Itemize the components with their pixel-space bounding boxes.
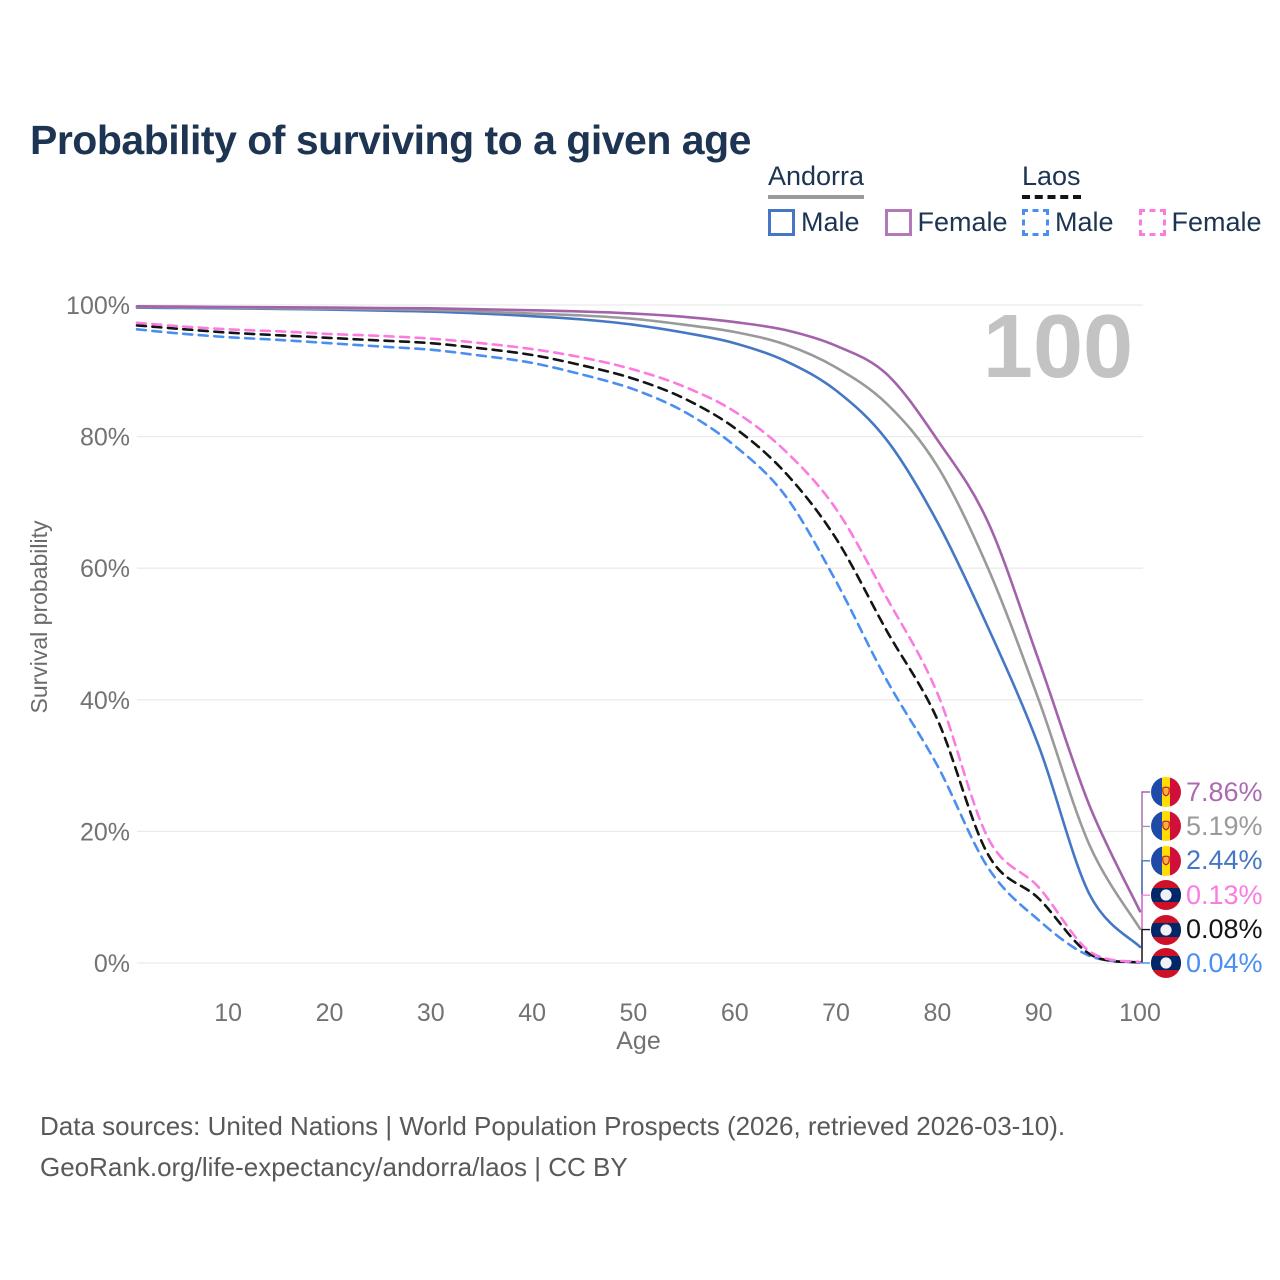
laos-flag-icon — [1151, 914, 1181, 945]
andorra-flag-icon — [1151, 811, 1181, 842]
x-tick-label-90: 90 — [1025, 999, 1053, 1027]
curve-andorra-female[interactable] — [135, 305, 1142, 913]
laos-flag-icon — [1151, 948, 1181, 978]
legend-item-label: Male — [801, 207, 860, 237]
legend-swatch-laos-female — [1138, 209, 1166, 236]
curve-laos-male[interactable] — [135, 328, 1142, 964]
x-tick-label-60: 60 — [721, 999, 749, 1027]
end-label-value-laos-both: 0.08% — [1186, 914, 1263, 945]
x-tick-label-100: 100 — [1119, 999, 1161, 1027]
x-tick-label-10: 10 — [214, 999, 242, 1027]
footer: Data sources: United Nations | World Pop… — [40, 1106, 1065, 1188]
y-tick-label-100: 100% — [66, 292, 130, 320]
page-title: Probability of surviving to a given age — [30, 117, 751, 164]
legend-item-label: Male — [1055, 207, 1114, 237]
y-tick-label-20: 20% — [80, 818, 130, 846]
x-tick-label-30: 30 — [417, 999, 445, 1027]
legend-item-laos-male[interactable]: Male — [1022, 207, 1114, 238]
y-axis-title: Survival probability — [26, 520, 52, 714]
legend-group-andorra: Andorra Male Female — [768, 161, 1008, 238]
end-label-value-andorra-both: 5.19% — [1186, 810, 1263, 841]
end-label-laos-male: 0.04% — [1151, 946, 1263, 980]
legend-group-title-andorra: Andorra — [768, 161, 865, 199]
end-label-andorra-male: 2.44% — [1151, 844, 1263, 878]
end-label-value-andorra-male: 2.44% — [1186, 845, 1263, 876]
x-tick-label-40: 40 — [518, 999, 546, 1027]
legend-item-andorra-female[interactable]: Female — [884, 207, 1008, 238]
y-tick-label-60: 60% — [80, 555, 130, 583]
end-label-value-laos-male: 0.04% — [1186, 947, 1263, 978]
legend-swatch-andorra-female — [884, 209, 912, 236]
x-axis-title: Age — [616, 1027, 660, 1055]
x-tick-label-20: 20 — [316, 999, 344, 1027]
y-tick-label-80: 80% — [80, 424, 130, 452]
hovered-age-watermark: 100 — [983, 297, 1133, 397]
footer-data-sources: Data sources: United Nations | World Pop… — [40, 1111, 1066, 1141]
x-tick-label-50: 50 — [620, 999, 648, 1027]
end-label-value-laos-female: 0.13% — [1186, 879, 1263, 910]
y-tick-label-40: 40% — [80, 687, 130, 715]
legend-item-label: Female — [917, 207, 1008, 237]
end-label-laos-female: 0.13% — [1151, 878, 1263, 912]
legend-group-title-laos: Laos — [1022, 161, 1081, 199]
end-label-connector-laos-both — [1140, 928, 1150, 964]
end-label-andorra-female: 7.86% — [1151, 775, 1263, 809]
legend-item-laos-female[interactable]: Female — [1138, 207, 1262, 238]
legend-item-label: Female — [1171, 207, 1262, 237]
footer-attribution: GeoRank.org/life-expectancy/andorra/laos… — [40, 1152, 628, 1182]
legend-group-laos: Laos Male Female — [1022, 161, 1262, 238]
end-label-andorra-both: 5.19% — [1151, 809, 1263, 843]
end-label-laos-both: 0.08% — [1151, 913, 1263, 947]
legend-swatch-andorra-male — [768, 209, 795, 236]
x-tick-label-80: 80 — [923, 999, 951, 1027]
laos-flag-icon — [1151, 880, 1181, 911]
end-label-value-andorra-female: 7.86% — [1186, 776, 1263, 807]
y-tick-label-0: 0% — [94, 950, 130, 978]
andorra-flag-icon — [1151, 845, 1181, 876]
curve-laos-female[interactable] — [135, 321, 1142, 964]
x-tick-label-70: 70 — [822, 999, 850, 1027]
legend-swatch-laos-male — [1022, 209, 1049, 236]
legend-item-andorra-male[interactable]: Male — [768, 207, 860, 238]
andorra-flag-icon — [1151, 777, 1181, 807]
curve-laos-both[interactable] — [135, 324, 1142, 964]
